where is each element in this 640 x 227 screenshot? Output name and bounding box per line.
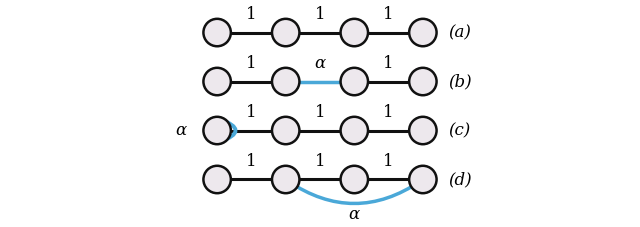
- Text: $\alpha$: $\alpha$: [314, 54, 326, 72]
- Circle shape: [272, 166, 300, 193]
- Text: 1: 1: [246, 104, 257, 121]
- Circle shape: [340, 117, 368, 144]
- Text: 1: 1: [246, 6, 257, 23]
- Circle shape: [409, 19, 436, 46]
- Text: (c): (c): [449, 122, 470, 139]
- Circle shape: [340, 166, 368, 193]
- Circle shape: [340, 68, 368, 95]
- Text: 1: 1: [383, 104, 394, 121]
- Circle shape: [204, 166, 231, 193]
- Circle shape: [204, 117, 231, 144]
- Circle shape: [204, 19, 231, 46]
- Text: 1: 1: [246, 153, 257, 170]
- Circle shape: [409, 166, 436, 193]
- Text: $\alpha$: $\alpha$: [175, 121, 188, 138]
- Circle shape: [409, 117, 436, 144]
- Text: (d): (d): [449, 171, 472, 188]
- Text: 1: 1: [315, 153, 325, 170]
- Circle shape: [272, 117, 300, 144]
- Text: 1: 1: [383, 153, 394, 170]
- Circle shape: [204, 68, 231, 95]
- Text: $\alpha$: $\alpha$: [348, 205, 361, 223]
- Text: 1: 1: [246, 55, 257, 72]
- Text: 1: 1: [383, 55, 394, 72]
- Text: (a): (a): [449, 24, 471, 41]
- Circle shape: [409, 68, 436, 95]
- Text: 1: 1: [383, 6, 394, 23]
- FancyArrowPatch shape: [220, 119, 236, 142]
- Circle shape: [272, 68, 300, 95]
- Text: 1: 1: [315, 6, 325, 23]
- FancyArrowPatch shape: [288, 181, 420, 203]
- Circle shape: [340, 19, 368, 46]
- Text: 1: 1: [315, 104, 325, 121]
- Circle shape: [272, 19, 300, 46]
- Text: (b): (b): [449, 73, 472, 90]
